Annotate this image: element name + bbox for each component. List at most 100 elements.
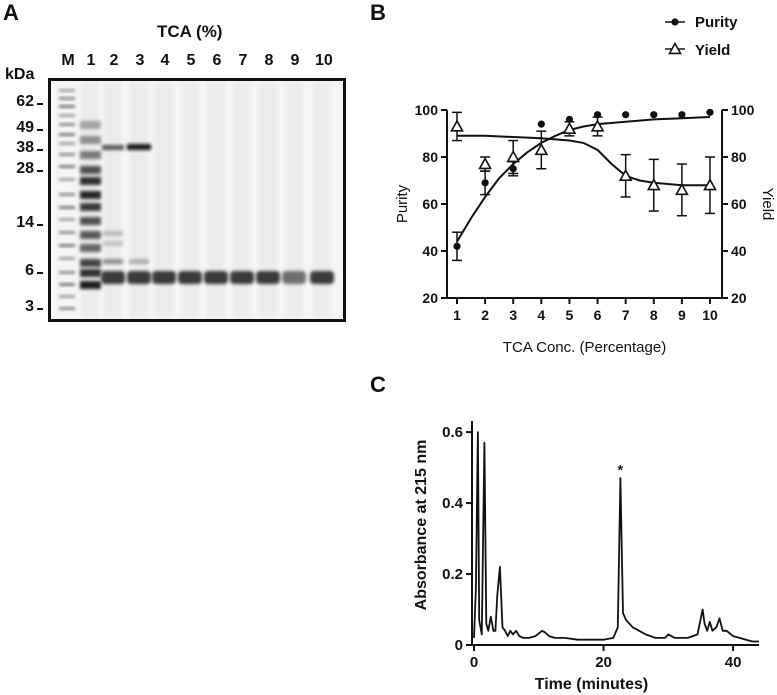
yield-point <box>618 168 633 181</box>
yield-point <box>506 149 521 163</box>
x-tick-label: 40 <box>725 654 742 671</box>
gel-band <box>102 145 124 150</box>
purity-fit-line <box>456 116 711 243</box>
gel-lane-streak <box>259 81 277 319</box>
panel-c-letter: C <box>370 372 386 397</box>
purity-point <box>509 165 517 173</box>
x-tick-label: 20 <box>595 654 612 671</box>
y2-tick-label: 80 <box>731 149 747 165</box>
y-tick-label: 0.2 <box>442 566 463 583</box>
gel-ladder-band <box>59 97 75 100</box>
gel-marker-label: 3 <box>25 298 34 315</box>
gel-lane-label: 9 <box>290 52 300 69</box>
x-tick-label: 2 <box>481 307 489 323</box>
gel-lane-label: 4 <box>160 52 170 69</box>
gel-lane-label: 6 <box>212 52 222 69</box>
y-tick-label: 20 <box>422 290 438 306</box>
gel-ladder-band <box>59 114 75 117</box>
gel-header: TCA (%) <box>157 22 223 41</box>
x-tick-label: 1 <box>453 307 461 323</box>
purity-point <box>650 111 658 119</box>
gel-ladder-band <box>59 133 75 136</box>
gel-ladder-band <box>59 178 75 181</box>
gel-band <box>80 136 101 144</box>
x-axis-label: Time (minutes) <box>535 676 649 693</box>
legend-yield-label: Yield <box>695 42 730 59</box>
purity-yield-chart: 20 20 40 40 60 60 80 80 100 100 1 2 3 4 5 6 7 8 9 10 TCA Con… <box>394 14 776 356</box>
y-tick-label: 0.6 <box>442 424 463 441</box>
x-tick-label: 0 <box>470 654 478 671</box>
gel-lane-streak <box>313 81 331 319</box>
x-tick-label: 5 <box>566 307 574 323</box>
gel-ladder-band <box>59 142 75 145</box>
gel-band <box>80 259 101 267</box>
gel-lane-label: M <box>61 52 75 69</box>
y-tick-label: 100 <box>415 102 439 118</box>
gel-band <box>80 166 101 174</box>
gel-marker-tick <box>37 224 43 226</box>
x-tick-label: 7 <box>622 307 630 323</box>
x-tick-label: 10 <box>702 307 718 323</box>
x-tick-label: 3 <box>509 307 517 323</box>
x-tick-label: 6 <box>594 307 602 323</box>
y-axis-label: Absorbance at 215 nm <box>413 440 430 611</box>
yield-point <box>675 182 689 196</box>
yield-point <box>562 121 577 134</box>
chromatogram-chart: 0 0.2 0.4 0.6 0 20 40 Time (minutes) Absorbance … <box>413 421 759 693</box>
purity-point <box>565 115 574 123</box>
gel-band <box>101 271 125 284</box>
y-tick-label: 60 <box>422 196 438 212</box>
yield-point <box>703 178 717 191</box>
gel-band <box>103 231 123 236</box>
peak-annotation: * <box>618 462 624 478</box>
gel-lane-streak <box>233 81 251 319</box>
gel-marker-tick <box>37 308 43 310</box>
y2-tick-label: 20 <box>731 290 747 306</box>
y-tick-label: 80 <box>422 149 438 165</box>
y-tick-label: 0.4 <box>442 495 464 512</box>
gel-band <box>310 271 334 284</box>
purity-point <box>481 179 489 187</box>
gel-lane-label: 10 <box>315 52 333 69</box>
gel-marker-tick <box>37 103 43 105</box>
x-tick-label: 8 <box>650 307 658 323</box>
gel-band <box>80 281 101 289</box>
y-tick-label: 0 <box>455 637 463 654</box>
gel-lane-streak <box>155 81 173 319</box>
y2-tick-label: 60 <box>731 196 747 212</box>
gel-marker-tick <box>37 272 43 274</box>
gel-marker-tick <box>37 170 43 172</box>
gel-ladder-band <box>59 307 75 310</box>
gel-ladder-band <box>59 89 75 92</box>
gel-lane-streak <box>207 81 225 319</box>
gel-ladder-band <box>59 193 75 196</box>
gel-ladder-band <box>59 244 75 247</box>
gel-ladder-band <box>59 271 75 274</box>
gel-band <box>80 244 101 252</box>
gel-band <box>282 271 306 284</box>
purity-point <box>537 120 545 128</box>
gel-ladder-band <box>59 105 75 108</box>
purity-point <box>453 242 461 250</box>
gel-band <box>152 271 176 284</box>
gel-ladder-band <box>59 165 75 168</box>
x-tick-label: 9 <box>678 307 686 323</box>
gel-band <box>103 259 123 264</box>
gel-band <box>80 217 101 225</box>
gel-lane-streak <box>181 81 199 319</box>
gel-marker-label: 6 <box>25 262 34 279</box>
gel-ladder-band <box>59 123 75 126</box>
gel-ladder-band <box>59 283 75 286</box>
gel-band <box>80 269 101 277</box>
gel-ladder-band <box>59 231 75 234</box>
gel-marker-tick <box>37 149 43 151</box>
y2-axis-label: Yield <box>759 188 776 221</box>
yield-point <box>534 142 549 156</box>
gel-ladder-band <box>59 257 75 260</box>
y2-tick-label: 100 <box>731 102 755 118</box>
legend-purity-marker <box>671 18 679 26</box>
panel-a-letter: A <box>3 0 19 25</box>
gel-band <box>80 203 101 211</box>
gel-lane-label: 8 <box>264 52 274 69</box>
yield-fit-line <box>457 134 710 187</box>
